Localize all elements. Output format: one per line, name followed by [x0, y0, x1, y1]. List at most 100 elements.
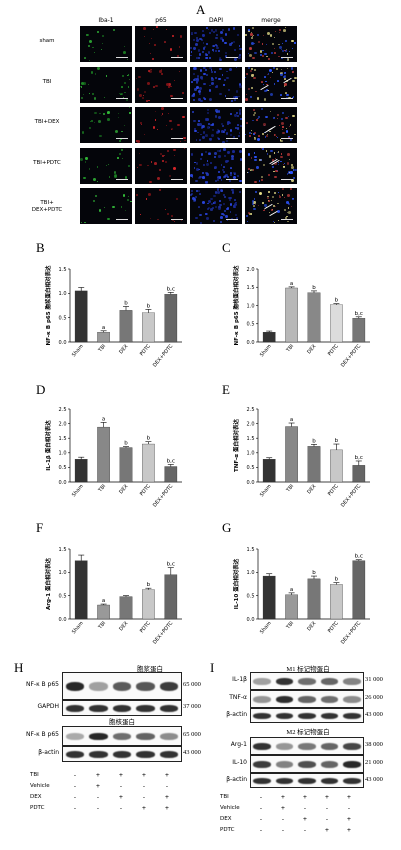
fluorescent-cell	[223, 194, 226, 197]
scale-bar	[171, 219, 183, 220]
protein-band	[320, 677, 339, 685]
fluorescent-cell	[223, 210, 226, 213]
fluorescent-cell	[144, 36, 146, 38]
fluorescent-cell	[231, 217, 234, 221]
fluorescent-cell	[230, 166, 232, 169]
fluorescent-cell	[235, 111, 238, 114]
fluorescent-cell	[225, 52, 228, 55]
panel-c-letter: C	[222, 240, 231, 255]
fluorescent-cell	[272, 42, 275, 45]
fluorescent-cell	[265, 150, 267, 152]
protein-band	[298, 712, 316, 719]
fluorescent-cell	[154, 110, 157, 113]
fluorescent-cell	[93, 97, 97, 100]
fluorescent-cell	[287, 207, 290, 209]
micrograph-tile	[245, 107, 297, 143]
fluorescent-cell	[291, 47, 293, 50]
bar	[97, 426, 110, 483]
fluorescent-cell	[281, 57, 284, 60]
treatment-sign: +	[142, 771, 146, 779]
fluorescent-cell	[224, 174, 227, 177]
fluorescent-cell	[273, 51, 276, 54]
fluorescent-cell	[212, 50, 215, 53]
protein-band	[298, 677, 316, 685]
fluorescent-cell	[129, 112, 131, 114]
panel-a-row-label: sham	[39, 38, 55, 44]
fluorescent-cell	[161, 154, 165, 158]
fluorescent-cell	[174, 98, 176, 100]
fluorescent-cell	[265, 136, 267, 138]
fluorescent-cell	[245, 97, 248, 101]
fluorescent-cell	[135, 78, 138, 80]
protein-band	[253, 760, 271, 768]
scale-bar	[116, 178, 128, 180]
fluorescent-cell	[259, 192, 263, 196]
fluorescent-cell	[214, 108, 218, 112]
fluorescent-cell	[261, 176, 263, 179]
fluorescent-cell	[223, 165, 225, 168]
significance-label: a	[290, 587, 293, 593]
fluorescent-cell	[191, 110, 195, 114]
x-tick-label: PDTC	[327, 620, 340, 634]
fluorescent-cell	[251, 87, 254, 90]
scale-bar	[116, 97, 128, 99]
protein-band	[253, 742, 271, 750]
micrograph-tile	[245, 66, 297, 103]
fluorescent-cell	[249, 33, 253, 37]
fluorescent-cell	[238, 95, 241, 98]
fluorescent-cell	[84, 221, 86, 223]
fluorescent-cell	[197, 90, 201, 94]
fluorescent-cell	[163, 155, 165, 157]
fluorescent-cell	[250, 41, 254, 45]
treatment-sign: -	[119, 782, 123, 790]
fluorescent-cell	[191, 33, 193, 36]
fluorescent-cell	[80, 82, 84, 86]
fluorescent-cell	[250, 157, 253, 159]
fluorescent-cell	[289, 126, 291, 128]
fluorescent-cell	[232, 175, 236, 179]
fluorescent-cell	[211, 78, 214, 81]
fluorescent-cell	[202, 30, 204, 32]
fluorescent-cell	[175, 197, 179, 201]
fluorescent-cell	[293, 96, 295, 98]
bar	[352, 318, 366, 343]
fluorescent-cell	[253, 169, 255, 171]
fluorescent-cell	[277, 151, 280, 153]
panel-a-letter: A	[196, 2, 206, 17]
fluorescent-cell	[287, 53, 289, 55]
fluorescent-cell	[274, 161, 278, 165]
treatment-label: Vehicle	[220, 805, 240, 811]
blot-h-gapdh	[62, 700, 182, 716]
fluorescent-cell	[206, 43, 209, 45]
fluorescent-cell	[291, 163, 294, 166]
fluorescent-cell	[277, 80, 279, 82]
micrograph-tile	[190, 26, 242, 62]
protein-band	[89, 681, 108, 691]
fluorescent-cell	[251, 68, 253, 70]
fluorescent-cell	[160, 115, 162, 117]
blot-i-tnfa	[250, 690, 364, 708]
fluorescent-cell	[124, 209, 126, 211]
fluorescent-cell	[294, 76, 297, 79]
fluorescent-cell	[254, 158, 257, 162]
fluorescent-cell	[206, 173, 209, 176]
treatment-sign: +	[165, 793, 169, 801]
bar	[97, 332, 110, 343]
fluorescent-cell	[239, 124, 242, 128]
scale-bar	[226, 97, 238, 99]
fluorescent-cell	[198, 87, 202, 91]
x-tick-label: DEX+PDTC	[152, 343, 175, 368]
fluorescent-cell	[170, 128, 174, 131]
fluorescent-cell	[262, 133, 264, 135]
fluorescent-cell	[96, 166, 99, 168]
scale-bar	[281, 97, 293, 99]
fluorescent-cell	[190, 47, 193, 50]
fluorescent-cell	[208, 57, 211, 60]
panel-a-column-header: merge	[261, 17, 281, 24]
significance-label: b	[147, 303, 151, 309]
fluorescent-cell	[220, 37, 224, 41]
fluorescent-cell	[284, 26, 286, 28]
fluorescent-cell	[219, 148, 222, 151]
fluorescent-cell	[150, 68, 152, 70]
fluorescent-cell	[211, 128, 214, 132]
